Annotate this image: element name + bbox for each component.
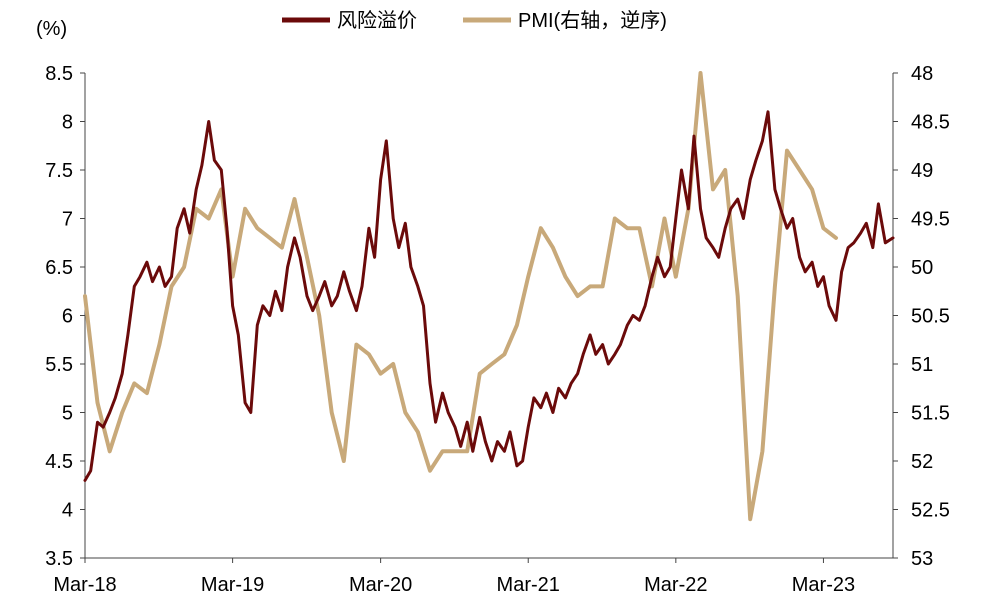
right-tick-label: 53 — [911, 548, 933, 570]
right-tick-label: 52 — [911, 451, 933, 473]
right-tick-label: 51 — [911, 354, 933, 376]
right-tick-label: 48 — [911, 63, 933, 85]
x-tick-label: Mar-19 — [201, 574, 264, 596]
left-tick-label: 5.5 — [45, 354, 73, 376]
right-tick-label: 49 — [911, 160, 933, 182]
left-tick-label: 8.5 — [45, 63, 73, 85]
left-tick-label: 4 — [62, 500, 73, 522]
x-tick-label: Mar-20 — [349, 574, 412, 596]
series-line-pmi — [83, 71, 838, 522]
left-tick-label: 7.5 — [45, 160, 73, 182]
left-tick-label: 8 — [62, 112, 73, 134]
x-tick-label: Mar-23 — [792, 574, 855, 596]
right-tick-label: 50.5 — [911, 306, 950, 328]
series-line-risk-premium — [83, 110, 895, 482]
left-tick-label: 6 — [62, 306, 73, 328]
left-tick-label: 5 — [62, 403, 73, 425]
right-tick-label: 49.5 — [911, 209, 950, 231]
x-tick-label: Mar-22 — [644, 574, 707, 596]
left-tick-label: 6.5 — [45, 257, 73, 279]
left-tick-label: 3.5 — [45, 548, 73, 570]
right-tick-label: 50 — [911, 257, 933, 279]
right-tick-label: 51.5 — [911, 403, 950, 425]
legend-label-pmi: PMI(右轴，逆序) — [518, 9, 667, 32]
left-axis-ticks: 3.5 4 4.5 5 5.5 6 6.5 7 7.5 8 8.5 — [45, 63, 85, 570]
right-tick-label: 52.5 — [911, 500, 950, 522]
left-axis-unit-label: (%) — [36, 18, 67, 40]
x-tick-label: Mar-18 — [53, 574, 116, 596]
x-tick-label: Mar-21 — [497, 574, 560, 596]
legend-label-risk-premium: 风险溢价 — [337, 9, 417, 32]
left-tick-label: 7 — [62, 209, 73, 231]
right-axis-ticks: 48 48.5 49 49.5 50 50.5 51 51.5 52 52.5 53 — [893, 63, 950, 570]
left-tick-label: 4.5 — [45, 451, 73, 473]
x-axis-ticks: Mar-18 Mar-19 Mar-20 Mar-21 Mar-22 Mar-23 — [53, 558, 855, 596]
right-tick-label: 48.5 — [911, 112, 950, 134]
legend: 风险溢价 PMI(右轴，逆序) — [282, 9, 667, 32]
